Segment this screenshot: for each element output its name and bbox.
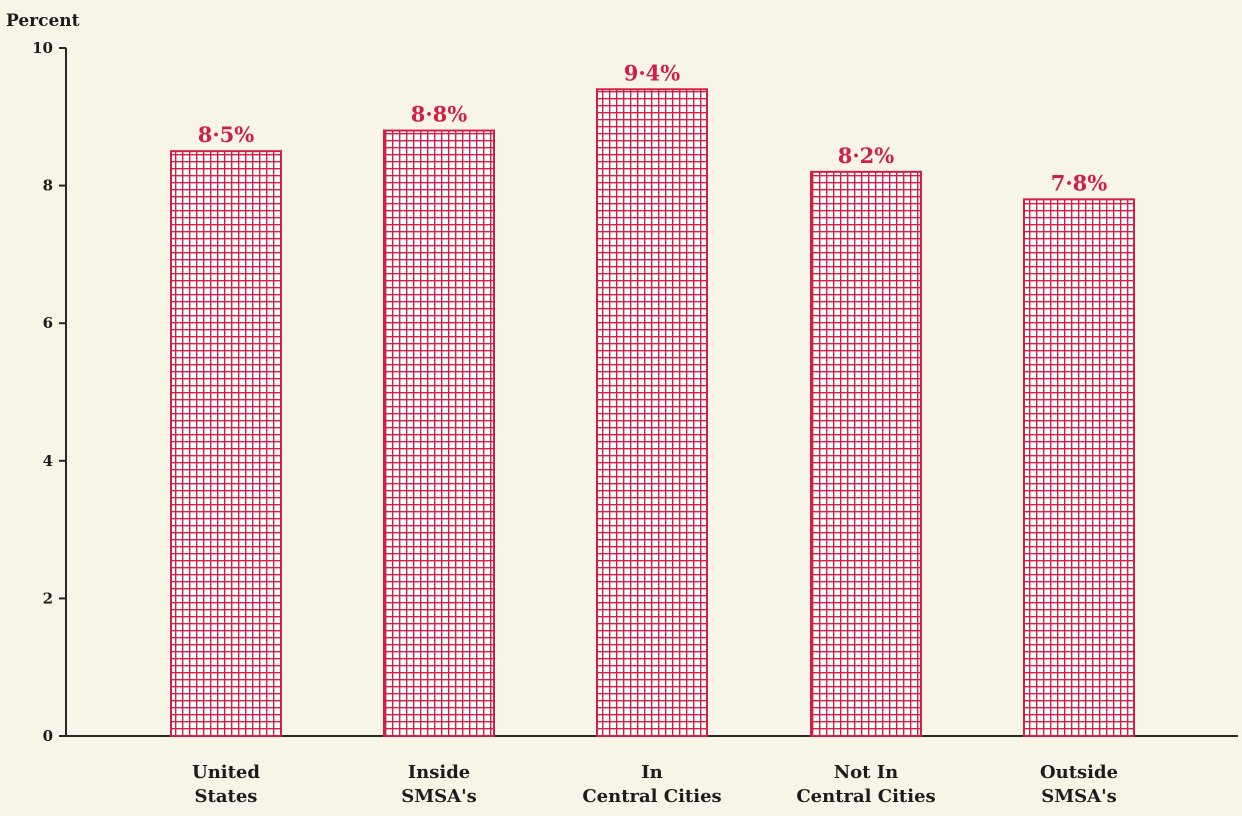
y-tick-label: 0 [43,727,53,745]
category-label: In [641,762,663,783]
y-tick-label: 8 [43,177,53,195]
category-label: Not In [834,762,899,783]
category-label: States [195,786,258,807]
labels: 8·5% United States 8·8% Inside SMSA's 9·4% In Ce… [192,60,1118,807]
bar [170,150,282,737]
y-tick-label: 2 [43,589,53,607]
bars [170,88,1135,738]
bar [1023,198,1135,738]
bar-value-label: 9·4% [624,60,681,85]
bar-value-label: 8·5% [198,122,255,147]
category-label: SMSA's [1041,786,1117,807]
category-label: Inside [408,762,471,783]
category-label: United [192,762,260,783]
category-label: Central Cities [796,786,935,807]
category-label: Central Cities [582,786,721,807]
y-tick-label: 4 [43,452,53,470]
bar [383,129,495,737]
bar-value-label: 7·8% [1051,170,1108,195]
bar [810,170,922,737]
bar [596,88,708,737]
y-tick-label: 6 [43,314,53,332]
bar-value-label: 8·2% [838,143,895,168]
category-label: Outside [1040,762,1118,783]
y-axis-title: Percent [6,11,80,31]
category-label: SMSA's [401,786,477,807]
bar-value-label: 8·8% [411,102,468,127]
y-tick-label: 10 [32,39,53,57]
